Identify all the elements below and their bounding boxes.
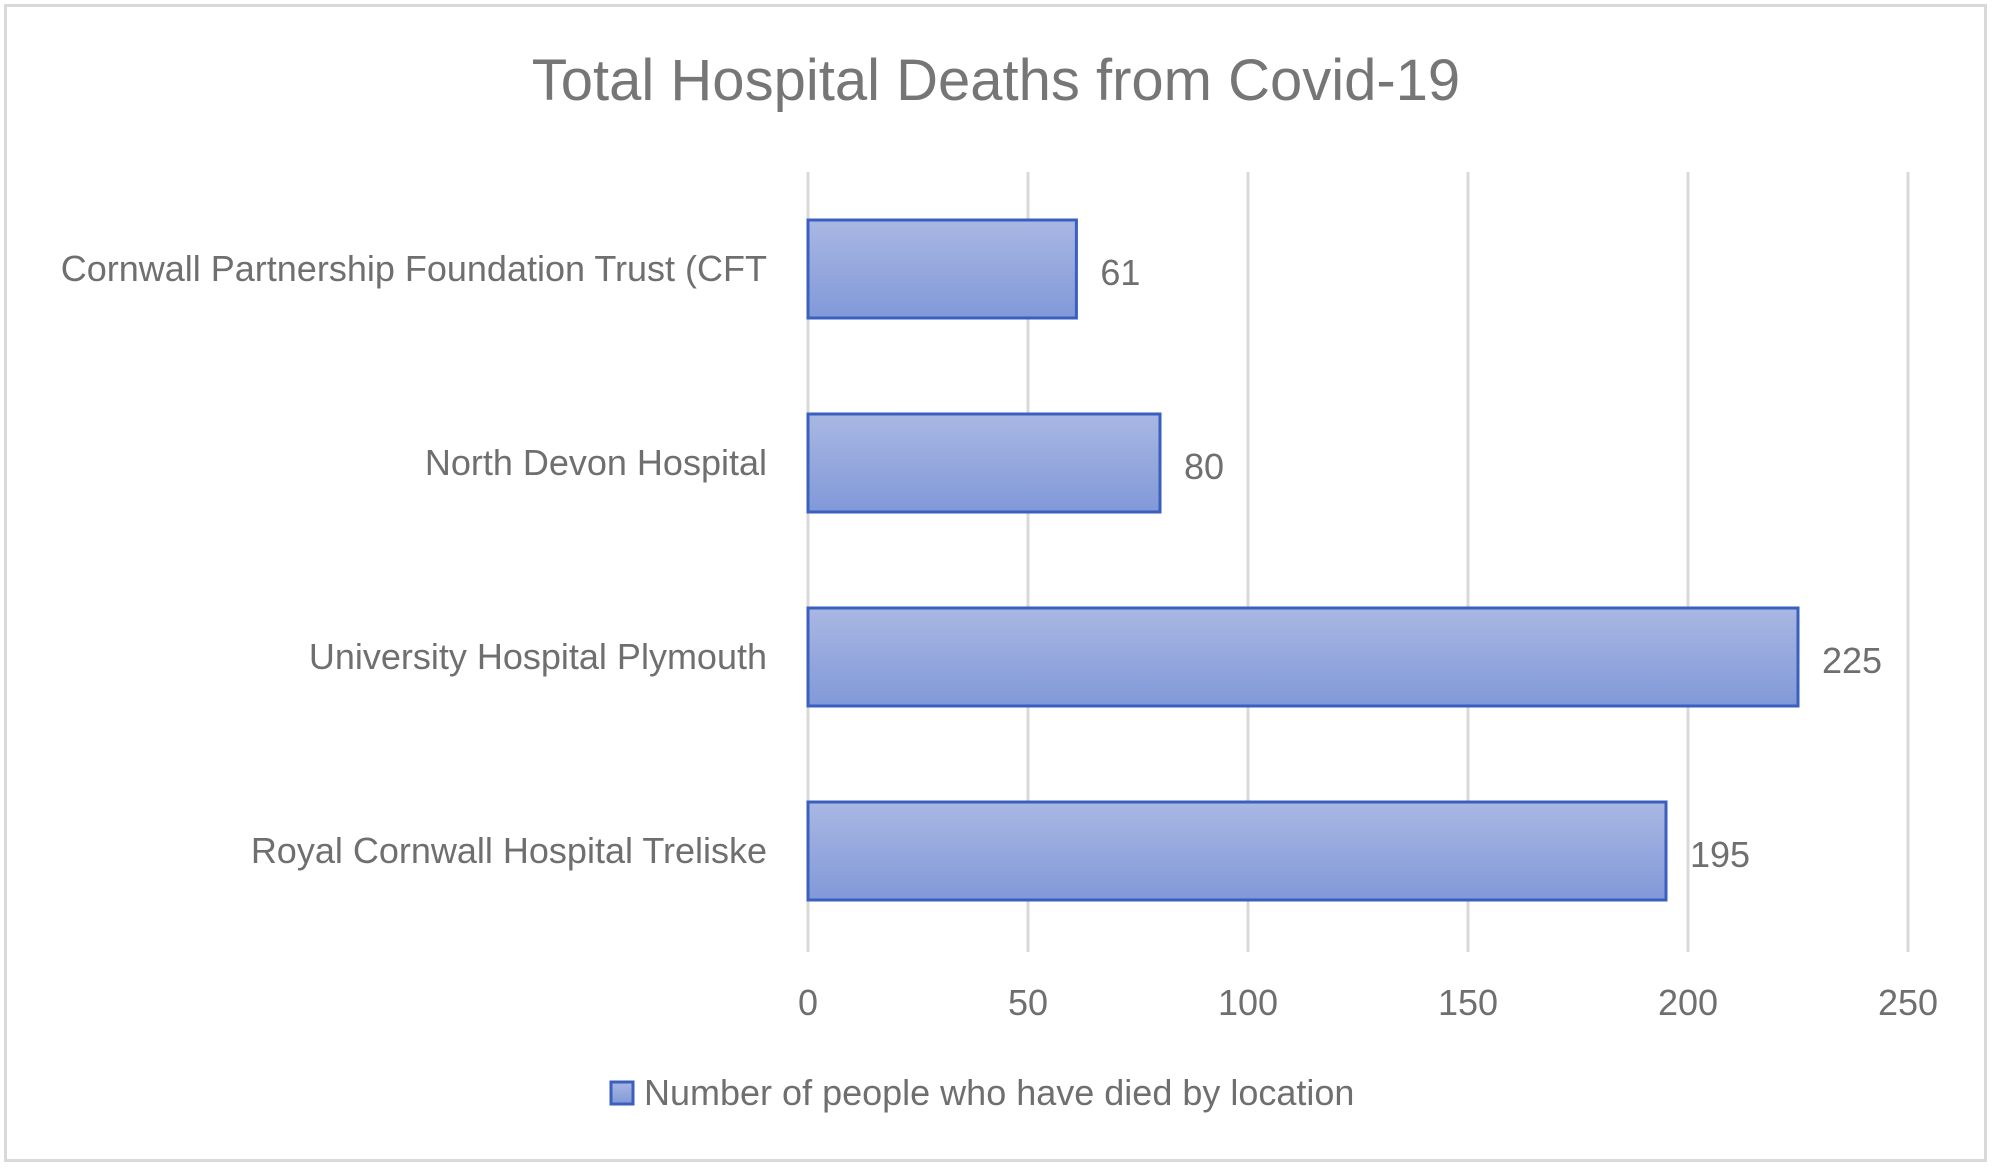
data-label: 61 [1100,252,1140,293]
x-tick-label: 150 [1438,982,1498,1023]
x-tick-label: 50 [1008,982,1048,1023]
x-tick-label: 200 [1658,982,1718,1023]
category-label: University Hospital Plymouth [309,636,767,677]
bar [806,412,1162,514]
bar [806,606,1800,708]
bar [806,800,1668,902]
data-label: 225 [1822,640,1882,681]
data-label: 195 [1690,834,1750,875]
data-label: 80 [1184,446,1224,487]
x-axis-ticks: 0 50 100 150 200 250 [798,982,1938,1023]
x-tick-label: 0 [798,982,818,1023]
chart-frame [4,4,1987,1162]
data-labels: 61 80 225 195 [1100,252,1882,875]
bar [806,218,1078,320]
category-label: North Devon Hospital [425,442,767,483]
chart-title: Total Hospital Deaths from Covid-19 [532,48,1460,113]
legend: Number of people who have died by locati… [609,1072,1354,1113]
legend-swatch [609,1080,635,1106]
bars [806,218,1800,902]
legend-label: Number of people who have died by locati… [644,1072,1354,1113]
category-labels: Cornwall Partnership Foundation Trust (C… [61,248,767,871]
category-label: Cornwall Partnership Foundation Trust (C… [61,248,767,289]
x-tick-label: 100 [1218,982,1278,1023]
x-tick-label: 250 [1878,982,1938,1023]
category-label: Royal Cornwall Hospital Treliske [251,830,767,871]
